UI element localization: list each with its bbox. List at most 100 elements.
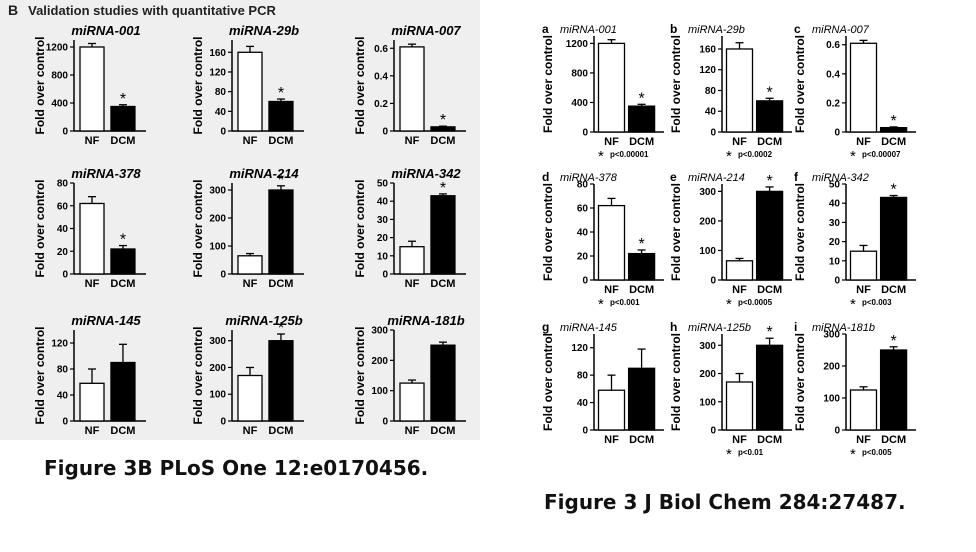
chart-title: miRNA-007 xyxy=(812,24,870,36)
y-tick-label: 20 xyxy=(57,247,69,258)
x-category-label: NF xyxy=(85,278,100,290)
bar-nf xyxy=(237,51,263,132)
chart-title: miRNA-214 xyxy=(688,172,745,184)
significance-star: * xyxy=(766,173,772,190)
y-axis-label: Fold over control xyxy=(669,333,683,431)
y-tick-label: 0 xyxy=(834,128,840,139)
y-tick-label: 0 xyxy=(582,426,588,437)
y-tick-label: 0 xyxy=(62,127,68,138)
bar-dcm xyxy=(755,190,784,281)
y-axis-label: Fold over control xyxy=(33,36,47,134)
pvalue-star: * xyxy=(598,148,604,165)
bar-chart-left-6: miRNA-342 Fold over control 0 10 20 30 40 50 NF *… xyxy=(353,166,466,290)
y-tick-label: 0 xyxy=(710,128,716,139)
y-tick-label: 100 xyxy=(209,390,226,401)
panel-letter: d xyxy=(542,170,549,184)
bar-nf xyxy=(849,250,878,281)
y-tick-label: 200 xyxy=(699,216,716,227)
y-tick-label: 0.2 xyxy=(826,98,840,109)
bar-dcm xyxy=(430,195,456,275)
y-tick-label: 30 xyxy=(377,215,389,226)
bar-nf xyxy=(849,389,878,431)
x-category-label: DCM xyxy=(757,434,782,446)
y-tick-label: 0 xyxy=(582,128,588,139)
y-axis-label: Fold over control xyxy=(191,36,205,134)
x-category-label: NF xyxy=(856,136,871,148)
x-category-label: DCM xyxy=(430,425,455,437)
y-tick-label: 0.4 xyxy=(826,69,840,80)
x-category-label: DCM xyxy=(629,284,654,296)
y-tick-label: 200 xyxy=(371,356,388,367)
panel-letter: B xyxy=(8,2,19,18)
y-tick-label: 50 xyxy=(377,179,389,190)
x-category-label: NF xyxy=(405,278,420,290)
bar-dcm xyxy=(430,344,456,422)
y-tick-label: 0 xyxy=(834,276,840,287)
x-category-label: DCM xyxy=(881,136,906,148)
bar-dcm xyxy=(879,196,908,281)
chart-title: miRNA-342 xyxy=(391,166,461,181)
y-tick-label: 0 xyxy=(710,276,716,287)
chart-title: miRNA-007 xyxy=(391,23,461,38)
x-category-label: NF xyxy=(732,434,747,446)
significance-star: * xyxy=(890,113,896,130)
left-figure-title: B Validation studies with quantitative PC… xyxy=(8,2,276,18)
chart-title: miRNA-342 xyxy=(812,172,869,184)
y-tick-label: 300 xyxy=(699,187,716,198)
panel-letter: g xyxy=(542,320,549,334)
bar-chart-left-3: miRNA-007 Fold over control 0 0.2 0.4 0.6 NF * D… xyxy=(353,23,466,147)
bar-chart-left-7: miRNA-145 Fold over control 0 40 80 120 NF DCM xyxy=(33,313,146,437)
y-tick-label: 160 xyxy=(209,48,226,59)
x-category-label: NF xyxy=(604,136,619,148)
x-category-label: NF xyxy=(732,136,747,148)
pvalue-label: p<0.0002 xyxy=(738,150,773,159)
bar-dcm xyxy=(268,100,294,132)
x-category-label: DCM xyxy=(881,284,906,296)
bar-chart-left-5: miRNA-214 Fold over control 0 100 200 300 NF * D… xyxy=(191,166,304,290)
pvalue-star: * xyxy=(726,148,732,165)
y-tick-label: 80 xyxy=(215,87,227,98)
x-category-label: NF xyxy=(85,425,100,437)
y-tick-label: 0 xyxy=(382,417,388,428)
significance-star: * xyxy=(440,180,446,197)
x-category-label: NF xyxy=(604,284,619,296)
y-tick-label: 40 xyxy=(215,107,227,118)
y-tick-label: 800 xyxy=(571,68,588,79)
bar-nf xyxy=(237,255,263,275)
significance-star: * xyxy=(890,333,896,350)
panel-letter: b xyxy=(670,22,677,36)
bar-chart-right-2: b miRNA-29b Fold over control 0 40 80 120 160 NF… xyxy=(669,22,792,165)
bar-dcm xyxy=(110,248,136,275)
pvalue-label: p<0.00001 xyxy=(610,150,649,159)
bar-chart-right-6: f miRNA-342 Fold over control 0 10 20 30 40 50 NF… xyxy=(793,170,916,313)
y-tick-label: 100 xyxy=(699,246,716,257)
y-tick-label: 80 xyxy=(57,365,69,376)
bar-nf xyxy=(79,46,105,132)
bar-dcm xyxy=(110,361,136,422)
bar-nf xyxy=(399,46,425,132)
x-category-label: DCM xyxy=(430,135,455,147)
significance-star: * xyxy=(638,90,644,107)
significance-star: * xyxy=(278,320,284,337)
chart-title: miRNA-001 xyxy=(560,24,617,36)
y-tick-label: 120 xyxy=(51,339,68,350)
y-tick-label: 0 xyxy=(62,417,68,428)
bar-chart-left-8: miRNA-125b Fold over control 0 100 200 300 NF *… xyxy=(191,313,304,437)
pvalue-star: * xyxy=(726,296,732,313)
bar-nf xyxy=(849,42,878,133)
y-tick-label: 10 xyxy=(377,251,389,262)
pvalue-label: p<0.0005 xyxy=(738,298,773,307)
y-axis-label: Fold over control xyxy=(669,183,683,281)
pvalue-label: p<0.01 xyxy=(738,448,764,457)
bar-nf xyxy=(725,48,754,133)
significance-star: * xyxy=(120,232,126,249)
y-tick-label: 80 xyxy=(577,371,589,382)
bar-dcm xyxy=(268,189,294,275)
y-tick-label: 0.6 xyxy=(374,44,388,55)
panel-letter: e xyxy=(670,170,677,184)
y-axis-label: Fold over control xyxy=(353,36,367,134)
y-axis-label: Fold over control xyxy=(33,179,47,277)
significance-star: * xyxy=(278,85,284,102)
y-axis-label: Fold over control xyxy=(353,179,367,277)
bar-dcm xyxy=(627,252,656,281)
